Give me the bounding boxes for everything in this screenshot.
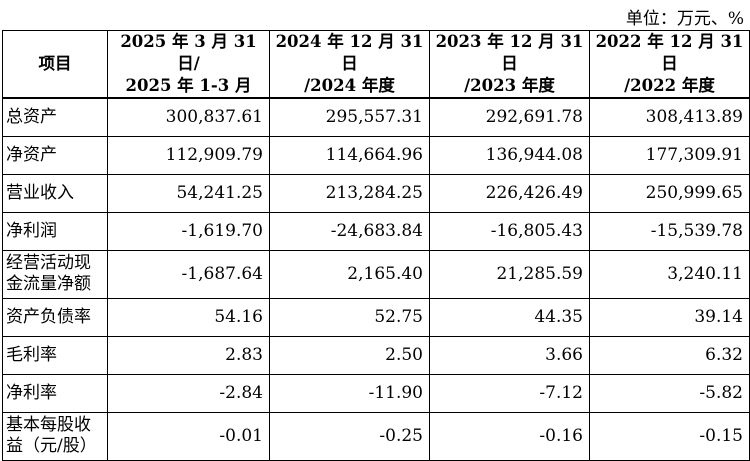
table-cell: -24,683.84 xyxy=(269,211,430,251)
table-row: 净利润 -1,619.70 -24,683.84 -16,805.43 -15,… xyxy=(2,211,750,251)
table-cell: 114,664.96 xyxy=(269,135,430,175)
header-2023: 2023 年 12 月 31 日 /2023 年度 xyxy=(429,30,590,99)
table-row: 经营活动现 金流量净额 -1,687.64 2,165.40 21,285.59… xyxy=(2,249,750,299)
row-label: 基本每股收 益（元/股） xyxy=(2,411,108,461)
row-label: 总资产 xyxy=(2,97,108,137)
row-label: 净利率 xyxy=(2,373,108,413)
table-cell: 3.66 xyxy=(429,335,590,375)
table-cell: 52.75 xyxy=(269,297,430,337)
row-label: 净利润 xyxy=(2,211,108,251)
table-cell: 136,944.08 xyxy=(429,135,590,175)
table-cell: 6.32 xyxy=(589,335,750,375)
table-row: 毛利率 2.83 2.50 3.66 6.32 xyxy=(2,335,750,375)
table-cell: 213,284.25 xyxy=(269,173,430,213)
table-cell: 250,999.65 xyxy=(589,173,750,213)
row-label-line: 净资产 xyxy=(6,144,57,165)
table-cell: -11.90 xyxy=(269,373,430,413)
header-item-line: 项目 xyxy=(38,54,72,73)
header-2022: 2022 年 12 月 31 日 /2022 年度 xyxy=(589,30,750,99)
header-2024-line2: /2024 年度 xyxy=(304,76,395,95)
table-cell: -7.12 xyxy=(429,373,590,413)
table-cell: -16,805.43 xyxy=(429,211,590,251)
table-cell: 292,691.78 xyxy=(429,97,590,137)
table-cell: 54,241.25 xyxy=(107,173,270,213)
table-cell: 21,285.59 xyxy=(429,249,590,299)
header-2022-line1: 2022 年 12 月 31 日 xyxy=(595,32,744,73)
row-label-line: 净利润 xyxy=(6,220,57,241)
table-cell: 54.16 xyxy=(107,297,270,337)
header-2024-line1: 2024 年 12 月 31 日 xyxy=(275,32,424,73)
row-label: 净资产 xyxy=(2,135,108,175)
row-label-line: 营业收入 xyxy=(6,182,74,203)
header-2025q1: 2025 年 3 月 31 日/ 2025 年 1-3 月 xyxy=(107,30,270,99)
table-cell: 226,426.49 xyxy=(429,173,590,213)
table-cell: 3,240.11 xyxy=(589,249,750,299)
table-cell: 308,413.89 xyxy=(589,97,750,137)
header-2025q1-line2: 2025 年 1-3 月 xyxy=(125,76,252,95)
financial-summary-table: 项目 2025 年 3 月 31 日/ 2025 年 1-3 月 2024 年 … xyxy=(2,30,750,461)
table-cell: 177,309.91 xyxy=(589,135,750,175)
header-row: 项目 2025 年 3 月 31 日/ 2025 年 1-3 月 2024 年 … xyxy=(2,30,750,99)
table-cell: 112,909.79 xyxy=(107,135,270,175)
table-row: 资产负债率 54.16 52.75 44.35 39.14 xyxy=(2,297,750,337)
header-2023-line1: 2023 年 12 月 31 日 xyxy=(435,32,584,73)
row-label-line: 资产负债率 xyxy=(6,306,91,327)
table-cell: -5.82 xyxy=(589,373,750,413)
row-label: 资产负债率 xyxy=(2,297,108,337)
table-cell: -0.16 xyxy=(429,411,590,461)
row-label: 经营活动现 金流量净额 xyxy=(2,249,108,299)
table-cell: 300,837.61 xyxy=(107,97,270,137)
table-row: 基本每股收 益（元/股） -0.01 -0.25 -0.16 -0.15 xyxy=(2,411,750,461)
table-cell: -0.25 xyxy=(269,411,430,461)
row-label-line: 基本每股收 xyxy=(6,415,91,435)
table-cell: 2.50 xyxy=(269,335,430,375)
table-row: 净利率 -2.84 -11.90 -7.12 -5.82 xyxy=(2,373,750,413)
row-label-line: 金流量净额 xyxy=(6,274,91,294)
table-cell: 295,557.31 xyxy=(269,97,430,137)
header-item: 项目 xyxy=(2,30,108,99)
row-label-line: 益（元/股） xyxy=(6,436,97,456)
row-label: 营业收入 xyxy=(2,173,108,213)
table-cell: -1,619.70 xyxy=(107,211,270,251)
row-label: 毛利率 xyxy=(2,335,108,375)
table-row: 营业收入 54,241.25 213,284.25 226,426.49 250… xyxy=(2,173,750,213)
unit-note: 单位：万元、% xyxy=(625,9,744,29)
header-2024: 2024 年 12 月 31 日 /2024 年度 xyxy=(269,30,430,99)
header-2025q1-line1: 2025 年 3 月 31 日/ xyxy=(120,32,257,73)
table-cell: -0.01 xyxy=(107,411,270,461)
table-row: 总资产 300,837.61 295,557.31 292,691.78 308… xyxy=(2,97,750,137)
table-cell: -1,687.64 xyxy=(107,249,270,299)
table-cell: 2,165.40 xyxy=(269,249,430,299)
header-2023-line2: /2023 年度 xyxy=(464,76,555,95)
table-cell: -15,539.78 xyxy=(589,211,750,251)
row-label-line: 毛利率 xyxy=(6,344,57,365)
table-cell: 2.83 xyxy=(107,335,270,375)
table-row: 净资产 112,909.79 114,664.96 136,944.08 177… xyxy=(2,135,750,175)
table-cell: 39.14 xyxy=(589,297,750,337)
row-label-line: 总资产 xyxy=(6,106,57,127)
row-label-line: 经营活动现 xyxy=(6,253,91,273)
table-cell: 44.35 xyxy=(429,297,590,337)
row-label-line: 净利率 xyxy=(6,382,57,403)
table-cell: -0.15 xyxy=(589,411,750,461)
header-2022-line2: /2022 年度 xyxy=(624,76,715,95)
table-cell: -2.84 xyxy=(107,373,270,413)
